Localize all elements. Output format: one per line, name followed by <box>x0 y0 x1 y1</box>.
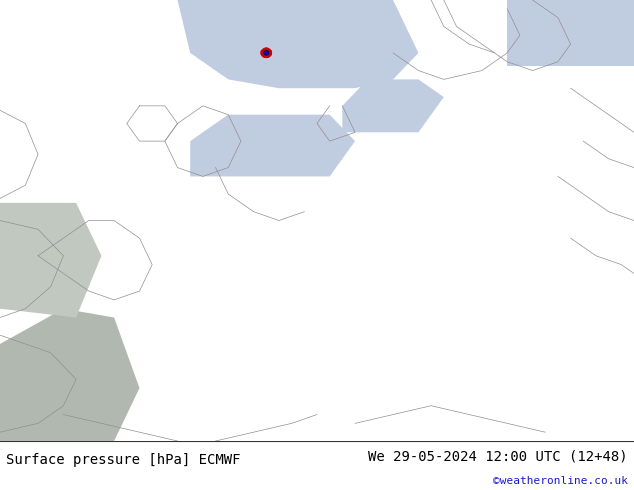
Polygon shape <box>507 0 634 66</box>
Polygon shape <box>190 115 355 176</box>
Polygon shape <box>0 203 101 318</box>
Polygon shape <box>0 309 139 441</box>
Text: ©weatheronline.co.uk: ©weatheronline.co.uk <box>493 476 628 486</box>
Polygon shape <box>342 79 444 132</box>
Polygon shape <box>178 0 418 88</box>
Text: Surface pressure [hPa] ECMWF: Surface pressure [hPa] ECMWF <box>6 453 241 466</box>
Text: We 29-05-2024 12:00 UTC (12+48): We 29-05-2024 12:00 UTC (12+48) <box>368 450 628 464</box>
